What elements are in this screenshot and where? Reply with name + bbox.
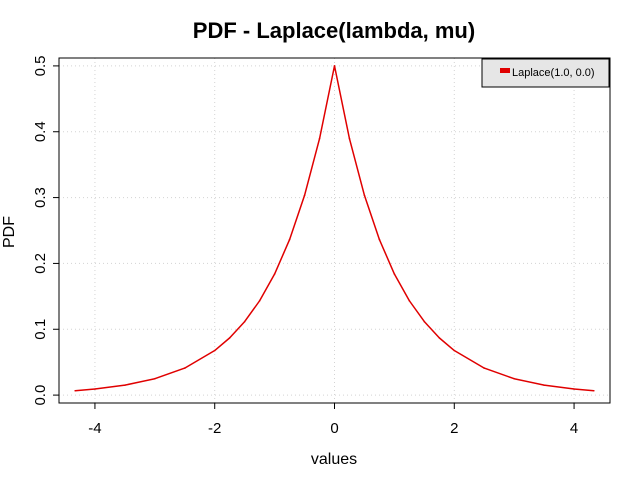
y-tick-label: 0.1 <box>32 319 49 340</box>
data-point <box>74 389 76 392</box>
legend-entry-label: Laplace(1.0, 0.0) <box>512 67 595 79</box>
y-tick-label: 0.3 <box>32 187 49 208</box>
data-point <box>423 320 426 323</box>
data-point <box>378 238 381 241</box>
series-layer <box>74 65 595 392</box>
x-tick-label: 4 <box>570 420 578 437</box>
data-point <box>258 299 261 302</box>
legend-swatch <box>500 68 510 73</box>
data-point <box>573 388 575 390</box>
data-point <box>393 273 396 275</box>
data-point <box>333 65 336 67</box>
data-point <box>213 349 216 352</box>
y-tick-label: 0.4 <box>32 121 49 142</box>
x-tick-label: 2 <box>450 420 458 437</box>
data-point <box>453 349 456 352</box>
y-tick-label: 0.2 <box>32 253 49 274</box>
chart-title: PDF - Laplace(lambda, mu) <box>193 18 475 43</box>
x-tick-label: -2 <box>208 420 221 437</box>
data-point <box>243 320 246 323</box>
x-axis-label: values <box>311 451 357 468</box>
data-point <box>154 377 156 380</box>
data-point <box>348 137 351 140</box>
y-axis-label: PDF <box>1 216 18 248</box>
data-point <box>94 388 96 390</box>
data-point <box>318 137 321 140</box>
data-point <box>408 299 411 302</box>
legend: Laplace(1.0, 0.0) <box>481 58 610 88</box>
grid <box>59 58 610 403</box>
x-tick-label: 0 <box>330 420 338 437</box>
data-point <box>124 384 126 386</box>
data-point <box>273 273 276 275</box>
y-tick-label: 0.5 <box>32 55 49 76</box>
data-point <box>363 194 366 197</box>
data-point <box>183 367 186 369</box>
data-point <box>513 377 515 380</box>
data-point <box>228 337 231 339</box>
data-point <box>543 384 545 386</box>
x-axis: -4 -2 0 2 4 <box>88 403 578 437</box>
data-point <box>593 389 595 392</box>
y-tick-label: 0.0 <box>32 385 49 406</box>
data-point <box>288 238 291 241</box>
data-point <box>438 337 441 339</box>
data-point <box>303 194 306 197</box>
y-axis: 0.0 0.1 0.2 0.3 0.4 0.5 <box>32 55 59 406</box>
x-tick-label: -4 <box>88 420 101 437</box>
data-point <box>483 367 486 369</box>
